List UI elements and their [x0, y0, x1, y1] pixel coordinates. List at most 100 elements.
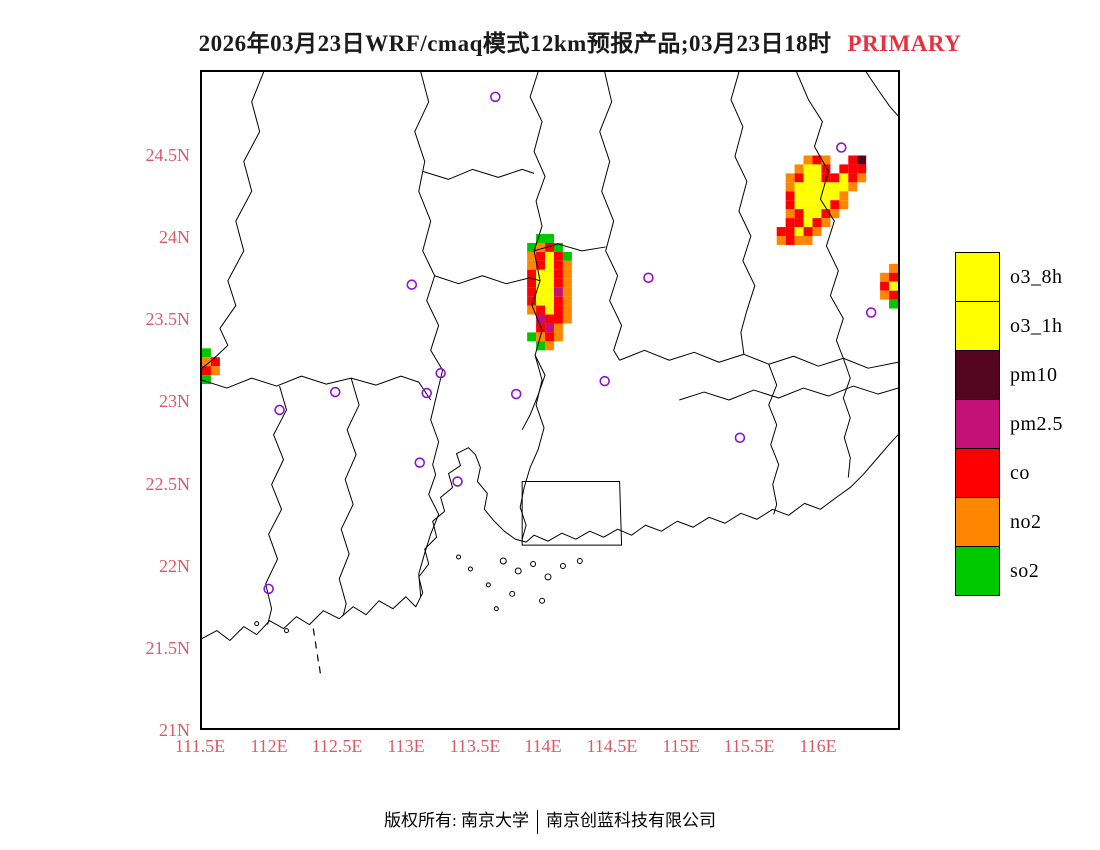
boundary-line [202, 375, 432, 401]
pollution-cell [536, 278, 546, 288]
pollution-cell [880, 281, 890, 291]
city-marker [865, 307, 877, 318]
pollution-cell [821, 182, 831, 192]
pollution-cell [536, 287, 546, 297]
city-marker [643, 272, 654, 284]
pollution-cell [562, 278, 572, 288]
pollution-cell [821, 173, 831, 183]
pollution-cell [545, 269, 554, 279]
pollution-cell [821, 209, 831, 219]
pollution-cell [553, 332, 563, 342]
city-marker [452, 476, 463, 487]
pollution-cell [812, 155, 822, 165]
x-axis-tick-label: 115.5E [723, 736, 775, 756]
y-axis-tick-label: 24.5N [145, 145, 191, 165]
pollution-cell [803, 200, 813, 210]
pollution-cell [545, 278, 554, 288]
pollution-cell [830, 191, 840, 201]
legend-color-swatch [955, 497, 1000, 547]
legend-label: o3_8h [1010, 265, 1063, 288]
legend-item: so2 [955, 546, 1063, 596]
island-outline [509, 590, 516, 597]
y-axis-tick-label: 23.5N [145, 309, 191, 329]
boundary-line [521, 481, 623, 546]
pollution-cell [553, 260, 563, 270]
pollution-cell [527, 332, 537, 342]
pollution-cell [889, 263, 898, 273]
pollution-cell [889, 272, 898, 282]
boundary-line [434, 275, 541, 285]
forecast-map-canvas [202, 72, 898, 674]
pollution-cell [821, 164, 831, 174]
pollution-cell [536, 314, 546, 324]
boundary-line [202, 72, 265, 369]
x-axis-tick-label: 111.5E [174, 736, 226, 756]
island-outline [530, 561, 537, 567]
pollution-cell [812, 218, 822, 228]
pollution-cell [830, 182, 840, 192]
map-frame [200, 70, 900, 730]
pollution-cell [812, 182, 822, 192]
pollution-cell [785, 191, 795, 201]
dashed-boundary-segment [318, 666, 321, 674]
title-text: 2026年03月23日WRF/cmaq模式12km预报产品;03月23日18时 [198, 31, 832, 56]
pollution-cell [527, 278, 537, 288]
pollution-cell [821, 155, 831, 165]
pollution-cell [880, 290, 890, 300]
pollution-cell [553, 305, 563, 315]
legend-item: co [955, 448, 1063, 498]
pollution-cell [880, 272, 890, 282]
pollution-cell [545, 296, 554, 306]
pollution-cell [553, 269, 563, 279]
pollution-cell [839, 200, 849, 210]
footer-owner: 版权所有: 南京大学 [384, 811, 529, 830]
pollution-cell [785, 227, 795, 236]
island-outline [467, 566, 473, 572]
pollution-cell [803, 164, 813, 174]
page-title: 2026年03月23日WRF/cmaq模式12km预报产品;03月23日18时 P… [55, 24, 1100, 58]
boundary-line [796, 72, 844, 359]
pollution-cell [794, 209, 804, 219]
pollution-cell [536, 251, 546, 261]
boundary-line [521, 72, 546, 431]
y-axis-tick-label: 21N [159, 720, 190, 740]
boundary-line [414, 72, 444, 475]
city-marker [274, 404, 285, 416]
pollution-cell [202, 357, 211, 367]
pollution-cell [839, 191, 849, 201]
boundary-line [338, 377, 360, 616]
pollution-cell [857, 155, 867, 165]
legend-color-swatch [955, 301, 1000, 351]
pollution-cell [210, 357, 220, 367]
legend-label: no2 [1010, 510, 1042, 533]
pollution-cell [562, 251, 572, 261]
legend-item: no2 [955, 497, 1063, 547]
legend-label: co [1010, 461, 1030, 484]
pollution-cell [562, 287, 572, 297]
pollution-cell [812, 227, 822, 236]
pollution-cell [889, 290, 898, 300]
city-marker [734, 432, 746, 444]
pollution-cell [857, 173, 867, 183]
pollution-cell [794, 236, 804, 245]
pollution-cell [562, 314, 572, 324]
legend-label: so2 [1010, 559, 1040, 582]
pollution-cell [553, 314, 563, 324]
boundary-line [202, 434, 898, 642]
legend: o3_8h o3_1h pm10 pm2.5 co no2 so2 [955, 252, 1063, 596]
pollution-cell [527, 260, 537, 270]
pollution-cell [812, 191, 822, 201]
legend-label: pm10 [1010, 363, 1058, 386]
legend-color-swatch [955, 546, 1000, 596]
pollution-cell [545, 242, 554, 252]
pollution-cell [545, 260, 554, 270]
pollution-cell [562, 260, 572, 270]
y-axis-tick-label: 22N [159, 556, 190, 576]
pollution-cell [527, 287, 537, 297]
pollution-cell [545, 287, 554, 297]
island-outline [254, 621, 260, 627]
pollution-cell [527, 269, 537, 279]
boundary-line [422, 168, 535, 180]
pollution-cell [889, 299, 898, 309]
